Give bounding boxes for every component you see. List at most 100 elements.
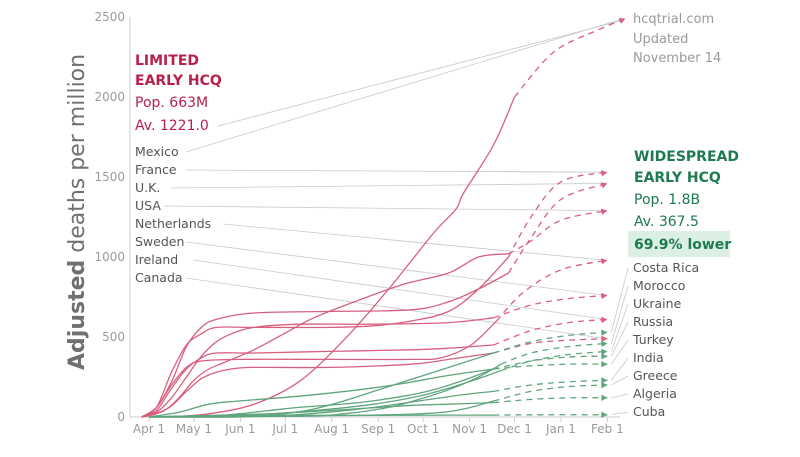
x-tick-label: Jun 1 (224, 422, 255, 436)
source-url: hcqtrial.com (633, 12, 714, 27)
series-projection-india (493, 379, 608, 393)
limited-title-line2: EARLY HCQ (135, 73, 222, 89)
widespread-avg: Av. 367.5 (634, 214, 699, 230)
lower-highlight-box (628, 231, 730, 257)
source-updated: Updated (633, 32, 688, 47)
x-tick-label: Sep 1 (361, 422, 395, 436)
series-projection-ukraine (500, 350, 608, 372)
series-projection-russia (493, 355, 608, 370)
country-label: Mexico (135, 144, 179, 159)
limited-hcq-block: LIMITED EARLY HCQ Pop. 663M Av. 1221.0 (135, 53, 222, 134)
series-arrowhead-ukraine (601, 348, 608, 356)
series-projection-netherlands (496, 259, 608, 322)
series-projection-canada (493, 337, 608, 354)
series-projection-ireland (493, 318, 608, 346)
country-label: Algeria (633, 386, 677, 401)
leader-line (611, 393, 629, 399)
country-label: Ireland (135, 252, 178, 267)
series-line-sweden (141, 317, 494, 418)
y-axis-label-bold: Adjusted (65, 260, 90, 370)
leader-line (185, 169, 606, 173)
x-tick-label: Feb 1 (591, 422, 624, 436)
leader-line (170, 183, 606, 189)
leader-line (185, 277, 606, 339)
series-arrowhead-greece (601, 382, 608, 389)
leader-line (611, 375, 629, 386)
series-arrowhead-algeria (601, 394, 608, 401)
leader-line (193, 259, 606, 320)
series-projection-turkey (493, 363, 608, 370)
x-tick-label: Oct 1 (407, 422, 439, 436)
axes: 0 500 1000 1500 2000 2500 Apr 1 May 1 Jun 1 Jul 1… (94, 10, 623, 436)
y-tick-label: 2500 (94, 10, 125, 24)
limited-avg: Av. 1221.0 (135, 118, 209, 134)
limited-title-line1: LIMITED (135, 53, 199, 69)
country-label: Greece (633, 368, 678, 383)
country-labels: Mexico France U.K. USA Netherlands Sweden Irel… (135, 144, 699, 419)
series-arrowhead-cuba (601, 411, 608, 418)
series-line-cuba (148, 414, 494, 418)
leader-line (163, 205, 606, 211)
country-label: Ukraine (633, 296, 682, 311)
series-projection-mexico (514, 18, 626, 98)
series-arrowhead-costa-rica (601, 329, 608, 336)
series-line-u-k- (141, 272, 509, 418)
series-projection-sweden (493, 294, 608, 319)
x-tick-label: Aug 1 (314, 422, 349, 436)
series-projection-u-k- (507, 182, 608, 274)
series-arrowhead-morocco (601, 340, 608, 348)
country-label: Morocco (633, 278, 685, 293)
leader-line (611, 267, 629, 333)
x-tick-label: Apr 1 (133, 422, 165, 436)
series-arrowhead-mexico (618, 17, 626, 24)
series-arrowhead-canada (601, 335, 608, 343)
limited-pop: Pop. 663M (135, 95, 208, 111)
leader-line (611, 357, 629, 381)
series-lines (141, 17, 626, 418)
y-tick-label: 500 (102, 330, 125, 344)
country-label: Canada (135, 270, 183, 285)
y-axis-label: Adjusted deaths per million (65, 54, 90, 370)
country-label: Cuba (633, 404, 665, 419)
y-tick-label: 1500 (94, 170, 125, 184)
series-line-algeria (148, 401, 494, 418)
series-projection-greece (493, 384, 608, 402)
series-arrowhead-ireland (601, 316, 608, 324)
widespread-title-line1: WIDESPREAD (634, 149, 739, 165)
series-arrowhead-sweden (601, 292, 608, 300)
x-tick-label: May 1 (176, 422, 212, 436)
series-line-ireland (141, 344, 494, 418)
y-axis-label-rest: deaths per million (65, 54, 90, 260)
leader-line (185, 241, 606, 296)
source-note: hcqtrial.com Updated November 14 (633, 12, 721, 66)
leader-line (611, 303, 629, 352)
series-arrowhead-usa (600, 208, 608, 215)
country-label: France (135, 162, 177, 177)
series-projection-usa (508, 209, 608, 255)
series-projection-france (507, 171, 608, 258)
leader-line (223, 223, 606, 261)
y-tick-label: 1000 (94, 250, 125, 264)
y-tick-label: 0 (117, 410, 125, 424)
widespread-lower: 69.9% lower (634, 237, 731, 253)
leader-line (611, 411, 629, 416)
widespread-title-line2: EARLY HCQ (634, 170, 721, 186)
x-tick-label: Nov 1 (452, 422, 487, 436)
series-line-netherlands (141, 320, 497, 418)
series-projection-algeria (493, 397, 608, 404)
widespread-pop: Pop. 1.8B (634, 192, 700, 208)
leader-line (217, 20, 622, 127)
series-arrowhead-u-k- (600, 182, 608, 189)
country-label: Netherlands (135, 216, 211, 231)
country-label: Russia (633, 314, 673, 329)
series-line-canada (141, 352, 494, 418)
series-arrowhead-france (600, 170, 608, 177)
country-label: U.K. (135, 180, 160, 195)
leader-line (611, 285, 629, 344)
x-tick-label: Dec 1 (497, 422, 532, 436)
widespread-hcq-block: WIDESPREAD EARLY HCQ Pop. 1.8B Av. 367.5… (628, 149, 739, 257)
series-projection-morocco (500, 342, 608, 365)
series-arrowhead-turkey (601, 361, 608, 368)
leader-line (185, 18, 624, 153)
